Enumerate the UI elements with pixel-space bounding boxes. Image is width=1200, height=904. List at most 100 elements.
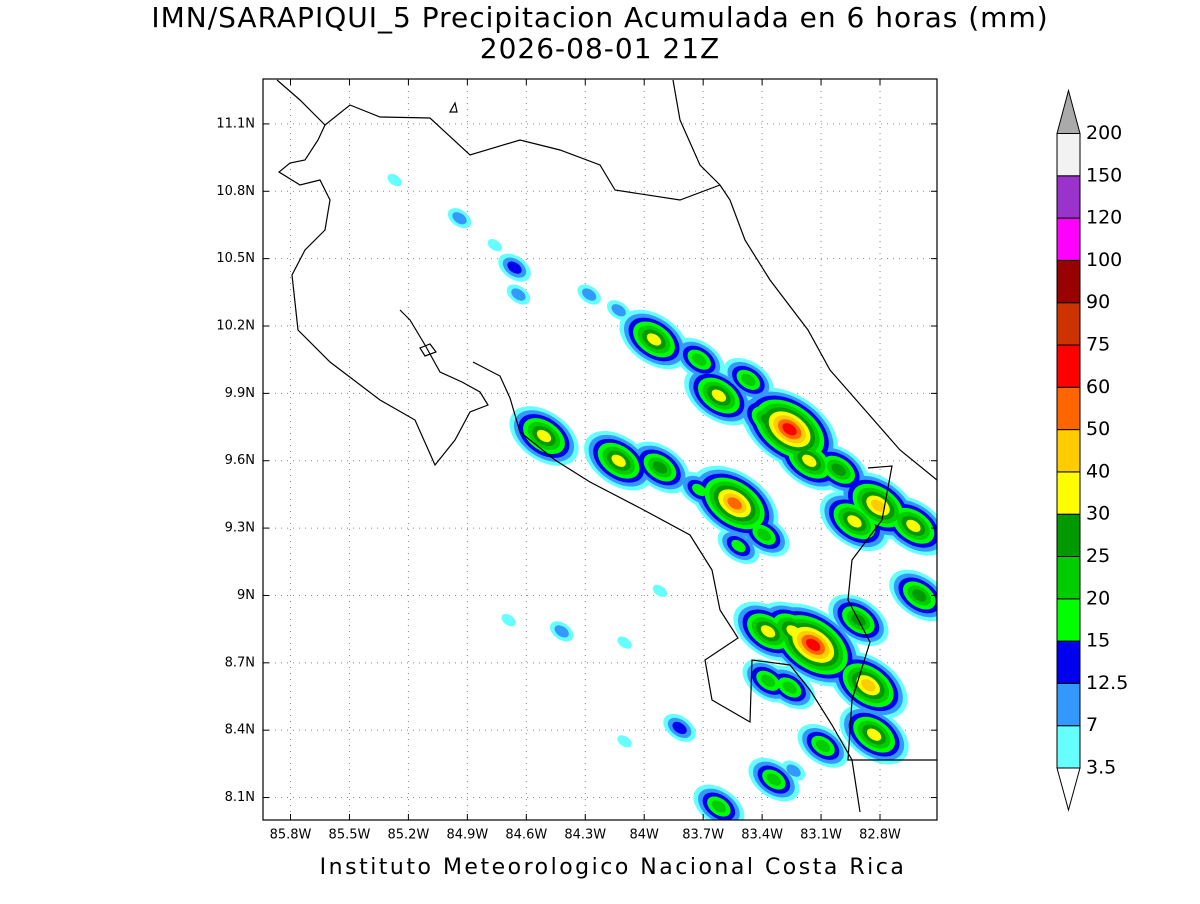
- precip-contour: [912, 589, 927, 602]
- island: [448, 101, 458, 113]
- x-tick-label: 83.1W: [800, 828, 842, 843]
- precip-contour: [906, 519, 921, 532]
- precip-contour: [554, 625, 569, 638]
- nicaragua-coast: [276, 79, 489, 467]
- precip-contour: [536, 429, 552, 443]
- y-tick-label: 8.4N: [225, 723, 255, 738]
- y-tick-label: 9N: [237, 588, 255, 603]
- colorbar: 3.5 7 12.5 15 20 25 30 40 50 60 75 90 100 120 150 200: [1056, 88, 1128, 812]
- colorbar-box: [1056, 598, 1081, 642]
- precip-contour: [806, 638, 821, 652]
- colorbar-box: [1056, 725, 1081, 769]
- x-tick-label: 84W: [630, 828, 660, 843]
- precip-contour: [861, 679, 876, 692]
- colorbar-label: 60: [1086, 376, 1110, 398]
- caribbean-coast: [672, 79, 937, 481]
- panama-border: [847, 465, 937, 761]
- x-tick-label: 85.8W: [270, 828, 312, 843]
- axis-ticks: 85.8W 85.5W 85.2W 84.9W 84.6W 84.3W 84W 83.7W 83…: [216, 79, 937, 843]
- precip-contour: [786, 625, 801, 638]
- x-tick-label: 85.5W: [329, 828, 371, 843]
- pacific-coast: [472, 361, 861, 813]
- precip-contour: [487, 239, 503, 252]
- colorbar-label: 3.5: [1086, 757, 1116, 779]
- y-tick-label: 8.7N: [225, 655, 255, 670]
- colorbar-box: [1056, 302, 1081, 346]
- colorbar-label: 30: [1086, 503, 1110, 525]
- title: IMN/SARAPIQUI_5 Precipitacion Acumulada …: [151, 1, 1048, 34]
- colorbar-box: [1056, 513, 1081, 558]
- lagoon: [419, 343, 437, 357]
- precip-contour: [692, 483, 707, 497]
- colorbar-box: [1056, 133, 1081, 177]
- colorbar-label: 25: [1086, 545, 1110, 567]
- colorbar-label: 200: [1086, 122, 1122, 144]
- colorbar-box: [1056, 640, 1081, 684]
- precip-contour: [756, 528, 772, 541]
- colorbar-label: 15: [1086, 630, 1110, 652]
- colorbar-label: 50: [1086, 418, 1110, 440]
- colorbar-box: [1056, 429, 1081, 473]
- colorbar-label: 12.5: [1086, 672, 1128, 694]
- precip-contour: [782, 423, 797, 436]
- precipitation-layer: [387, 173, 937, 820]
- precip-contour: [692, 353, 707, 366]
- y-tick-label: 9.6N: [225, 453, 255, 468]
- precip-contour: [760, 674, 776, 687]
- precip-contour: [815, 739, 831, 753]
- subtitle: 2026-08-01 21Z: [480, 32, 720, 65]
- precip-contour: [501, 614, 516, 627]
- y-tick-label: 8.1N: [225, 790, 255, 805]
- colorbar-box: [1056, 175, 1081, 219]
- y-tick-label: 10.2N: [216, 319, 255, 334]
- precip-contour: [786, 764, 801, 777]
- colorbar-box: [1056, 259, 1081, 304]
- colorbar-box: [1056, 344, 1081, 388]
- precip-contour: [387, 173, 402, 187]
- x-tick-label: 84.3W: [564, 828, 606, 843]
- x-tick-label: 84.9W: [446, 828, 488, 843]
- precip-contour: [672, 721, 687, 735]
- colorbar-label: 100: [1086, 249, 1122, 271]
- x-tick-label: 85.2W: [388, 828, 430, 843]
- colorbar-label: 120: [1086, 207, 1122, 229]
- precip-contour: [831, 463, 846, 476]
- y-tick-label: 10.8N: [216, 184, 255, 199]
- precip-contour: [652, 461, 668, 474]
- colorbar-box: [1056, 556, 1081, 600]
- colorbar-box: [1056, 682, 1081, 727]
- x-tick-label: 83.4W: [741, 828, 783, 843]
- precip-contour: [866, 728, 882, 741]
- precip-contour: [582, 288, 597, 301]
- precip-contour: [711, 389, 727, 402]
- precip-contour: [611, 304, 626, 317]
- precip-contour: [727, 497, 742, 510]
- colorbar-label: 75: [1086, 334, 1110, 356]
- precip-contour: [617, 735, 632, 748]
- plot-frame: [262, 78, 938, 821]
- precip-contour: [617, 636, 632, 649]
- y-tick-label: 11.1N: [216, 116, 255, 131]
- colorbar-label: 40: [1086, 460, 1110, 482]
- nicaragua-border: [324, 104, 721, 201]
- precip-contour: [760, 625, 776, 638]
- colorbar-box: [1056, 471, 1081, 515]
- precip-contour: [646, 333, 662, 346]
- colorbar-label: 7: [1086, 714, 1098, 736]
- y-tick-label: 9.9N: [225, 386, 255, 401]
- colorbar-box: [1056, 386, 1081, 431]
- footer: Instituto Meteorologico Nacional Costa R…: [320, 855, 907, 880]
- precip-contour: [741, 373, 756, 387]
- colorbar-label: 150: [1086, 164, 1122, 186]
- x-tick-label: 83.7W: [682, 828, 724, 843]
- precip-contour: [766, 773, 782, 786]
- x-tick-label: 84.6W: [505, 828, 547, 843]
- precip-contour: [511, 288, 526, 301]
- precip-contour: [452, 212, 467, 225]
- colorbar-box: [1056, 217, 1081, 261]
- y-tick-label: 10.5N: [216, 251, 255, 266]
- precip-contour: [802, 454, 817, 467]
- colorbar-label: 90: [1086, 291, 1110, 313]
- precip-contour: [782, 681, 797, 694]
